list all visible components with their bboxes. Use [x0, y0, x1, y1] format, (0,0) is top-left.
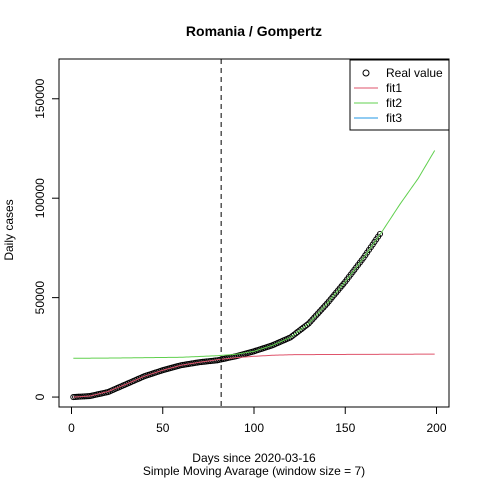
legend-marker-real-value	[362, 69, 370, 77]
y-tick-label: 0	[33, 393, 47, 400]
y-axis-label: Daily cases	[2, 199, 16, 260]
data-point	[311, 314, 318, 321]
data-point	[314, 310, 321, 317]
x-axis-label: Days since 2020-03-16	[192, 451, 316, 465]
data-point	[322, 302, 329, 309]
x-axis-sublabel: Simple Moving Avarage (window size = 7)	[143, 464, 365, 478]
data-point	[303, 321, 310, 328]
legend-label-fit1: fit1	[386, 81, 402, 95]
x-tick-label: 50	[156, 421, 170, 435]
data-point	[305, 320, 312, 327]
data-point	[318, 306, 325, 313]
x-tick-label: 0	[68, 421, 75, 435]
legend-label-fit2: fit2	[386, 96, 402, 110]
x-tick-label: 100	[244, 421, 264, 435]
data-point	[320, 304, 327, 311]
y-axis: 0 50000 100000 150000	[33, 78, 60, 400]
data-point	[309, 316, 316, 323]
series-line-fit2	[73, 150, 436, 359]
chart-title: Romania / Gompertz	[186, 23, 322, 39]
data-point	[376, 230, 383, 238]
data-point	[307, 318, 314, 325]
x-tick-label: 200	[426, 421, 446, 435]
data-point	[312, 312, 320, 319]
y-tick-label: 150000	[33, 78, 47, 118]
series-line-fit1	[73, 353, 435, 398]
series-layer	[70, 150, 436, 401]
x-tick-label: 150	[335, 421, 355, 435]
y-tick-label: 100000	[33, 178, 47, 218]
x-axis: 0 50 100 150 200	[68, 406, 447, 435]
legend-label-real-value: Real value	[386, 66, 443, 80]
data-point	[316, 308, 323, 315]
legend: Real value fit1 fit2 fit3	[349, 59, 450, 131]
y-tick-label: 50000	[33, 281, 47, 315]
legend-label-fit3: fit3	[386, 111, 402, 125]
